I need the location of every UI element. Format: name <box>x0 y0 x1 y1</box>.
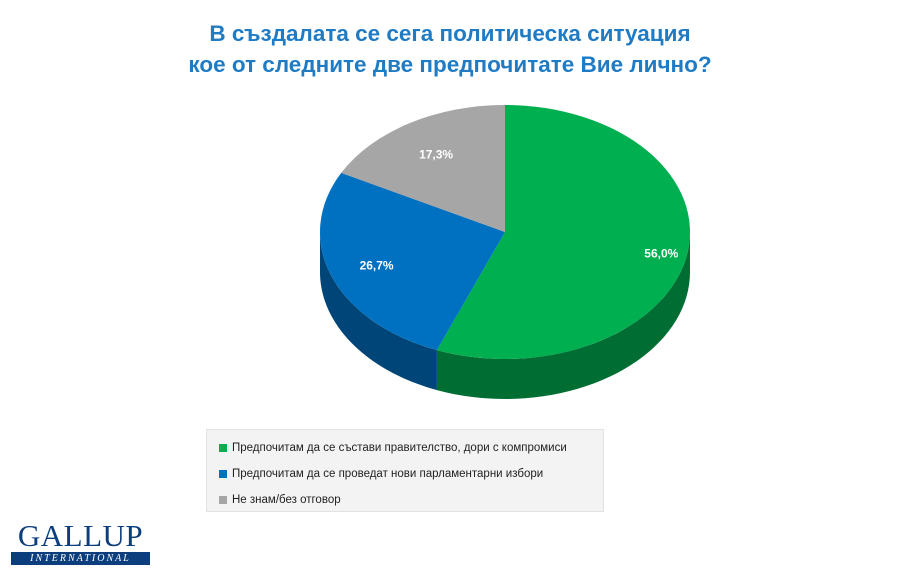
gallup-logo: GALLUP INTERNATIONAL <box>11 518 150 565</box>
legend-swatch-new-elections <box>219 470 227 478</box>
data-label-new-elections: 26,7% <box>360 259 394 273</box>
pie-slice-new-elections <box>320 172 505 351</box>
legend-label-compromise: Предпочитам да се състави правителство, … <box>232 442 567 454</box>
legend: Предпочитам да се състави правителство, … <box>206 429 604 512</box>
legend-label-new-elections: Предпочитам да се проведат нови парламен… <box>232 468 544 480</box>
logo-name: GALLUP <box>17 518 144 553</box>
legend-item-new-elections: Предпочитам да се проведат нови парламен… <box>219 461 603 487</box>
legend-swatch-compromise <box>219 444 227 452</box>
legend-item-compromise: Предпочитам да се състави правителство, … <box>219 435 603 461</box>
pie-side-compromise <box>436 232 690 399</box>
logo-subtitle: INTERNATIONAL <box>11 552 150 565</box>
pie-side-new-elections <box>320 232 437 391</box>
data-label-no-answer: 17,3% <box>419 148 453 162</box>
chart-title-line-1: В създалата се сега политическа ситуация <box>209 21 691 46</box>
pie-slice-compromise <box>436 105 691 359</box>
legend-item-no-answer: Не знам/без отговор <box>219 487 603 513</box>
pie-sides <box>320 232 690 399</box>
pie-slice-no-answer <box>341 105 505 232</box>
legend-label-no-answer: Не знам/без отговор <box>232 494 341 506</box>
legend-swatch-no-answer <box>219 496 227 504</box>
chart-title-line-2: кое от следните две предпочитате Вие лич… <box>188 52 712 77</box>
data-label-compromise: 56,0% <box>644 247 678 261</box>
chart-title: В създалата се сега политическа ситуация… <box>0 18 900 80</box>
